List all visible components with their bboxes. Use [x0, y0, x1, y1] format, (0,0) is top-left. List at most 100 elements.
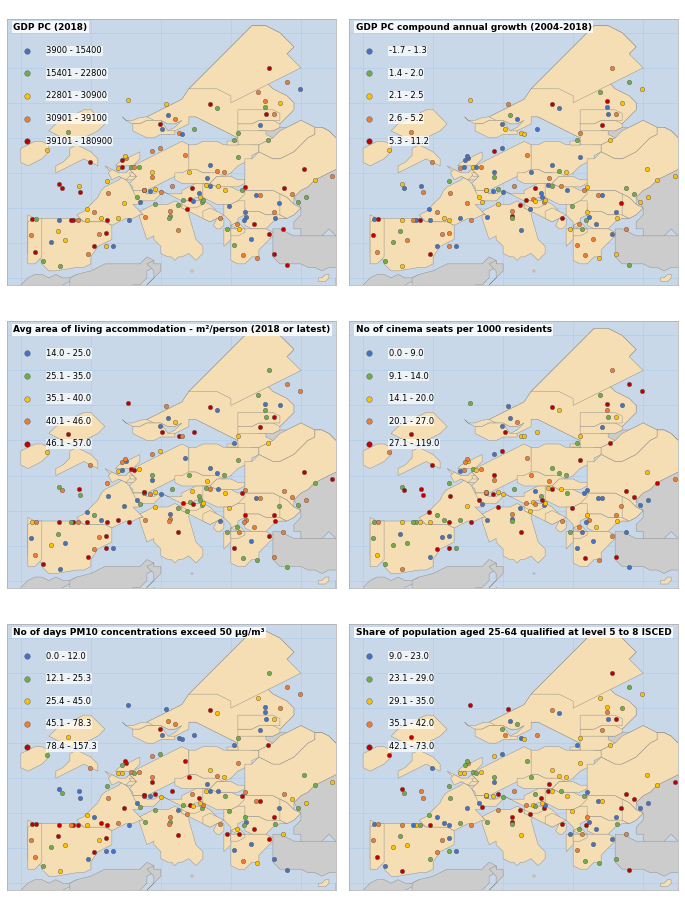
Polygon shape [573, 222, 587, 229]
Polygon shape [224, 834, 231, 852]
Polygon shape [533, 573, 535, 574]
Text: 42.1 - 73.0: 42.1 - 73.0 [388, 742, 434, 751]
Polygon shape [482, 201, 545, 260]
Polygon shape [475, 725, 517, 744]
Polygon shape [580, 120, 622, 138]
Polygon shape [28, 218, 42, 264]
Polygon shape [580, 736, 615, 750]
Polygon shape [231, 834, 273, 869]
Polygon shape [238, 110, 280, 124]
Polygon shape [238, 715, 280, 729]
Polygon shape [370, 517, 454, 574]
Text: 12.1 - 25.3: 12.1 - 25.3 [47, 674, 92, 684]
Polygon shape [545, 789, 594, 810]
Polygon shape [238, 190, 301, 218]
Polygon shape [552, 479, 587, 490]
Polygon shape [412, 862, 496, 904]
Polygon shape [259, 120, 315, 159]
Polygon shape [28, 521, 42, 566]
Polygon shape [419, 468, 489, 528]
Text: 9.0 - 23.0: 9.0 - 23.0 [388, 652, 428, 661]
Text: 0.0 - 9.0: 0.0 - 9.0 [388, 349, 423, 358]
Polygon shape [214, 824, 224, 834]
Polygon shape [370, 521, 384, 566]
Polygon shape [210, 479, 245, 490]
Polygon shape [545, 511, 566, 524]
Polygon shape [678, 869, 685, 897]
Polygon shape [363, 880, 419, 897]
Polygon shape [259, 725, 315, 764]
Polygon shape [517, 169, 566, 184]
Polygon shape [545, 814, 566, 827]
Polygon shape [573, 229, 615, 264]
Polygon shape [566, 532, 573, 549]
Polygon shape [77, 468, 147, 528]
Polygon shape [231, 725, 399, 848]
Polygon shape [238, 131, 273, 145]
Polygon shape [464, 25, 636, 138]
Polygon shape [524, 201, 559, 222]
Polygon shape [622, 496, 643, 521]
Polygon shape [451, 472, 475, 483]
Polygon shape [615, 229, 685, 271]
Polygon shape [363, 577, 419, 594]
Polygon shape [238, 725, 280, 744]
Polygon shape [573, 532, 587, 538]
Polygon shape [622, 799, 643, 824]
Polygon shape [580, 795, 643, 824]
Polygon shape [238, 413, 280, 426]
Polygon shape [108, 169, 133, 180]
Text: 25.1 - 35.0: 25.1 - 35.0 [47, 372, 92, 381]
Polygon shape [231, 229, 245, 235]
Polygon shape [224, 201, 245, 229]
Polygon shape [129, 778, 136, 782]
Text: 0.0 - 12.0: 0.0 - 12.0 [47, 652, 86, 661]
Polygon shape [503, 486, 559, 504]
Polygon shape [49, 715, 105, 778]
Polygon shape [573, 834, 615, 869]
Polygon shape [28, 820, 112, 876]
Polygon shape [227, 444, 238, 447]
Polygon shape [245, 430, 350, 507]
Text: 29.1 - 35.0: 29.1 - 35.0 [388, 697, 434, 705]
Polygon shape [238, 120, 280, 138]
Polygon shape [214, 521, 224, 532]
Polygon shape [182, 201, 217, 222]
Polygon shape [363, 141, 391, 165]
Polygon shape [587, 514, 629, 532]
Polygon shape [464, 328, 636, 441]
Polygon shape [471, 173, 479, 176]
Polygon shape [129, 444, 196, 493]
Polygon shape [471, 778, 479, 782]
Polygon shape [238, 434, 273, 447]
Polygon shape [580, 493, 643, 521]
Polygon shape [503, 184, 559, 201]
Polygon shape [133, 795, 161, 806]
Polygon shape [531, 141, 601, 176]
Polygon shape [482, 504, 545, 563]
Polygon shape [245, 733, 350, 810]
Polygon shape [587, 816, 629, 834]
Polygon shape [524, 201, 545, 208]
Polygon shape [566, 229, 573, 246]
Polygon shape [147, 631, 294, 744]
Polygon shape [412, 560, 496, 602]
Polygon shape [238, 736, 273, 750]
Polygon shape [49, 110, 105, 173]
Polygon shape [28, 215, 112, 271]
Polygon shape [147, 865, 161, 909]
Polygon shape [552, 176, 587, 187]
Polygon shape [273, 834, 343, 876]
Polygon shape [140, 504, 203, 563]
Polygon shape [580, 423, 622, 441]
Polygon shape [587, 733, 685, 810]
Polygon shape [175, 472, 224, 486]
Polygon shape [129, 746, 196, 795]
Text: GDP PC compound annual growth (2004-2018): GDP PC compound annual growth (2004-2018… [356, 23, 592, 32]
Polygon shape [573, 834, 587, 841]
Text: GDP PC (2018): GDP PC (2018) [14, 23, 88, 32]
Polygon shape [231, 222, 245, 229]
Polygon shape [203, 184, 252, 205]
Polygon shape [231, 834, 245, 841]
Polygon shape [570, 746, 580, 750]
